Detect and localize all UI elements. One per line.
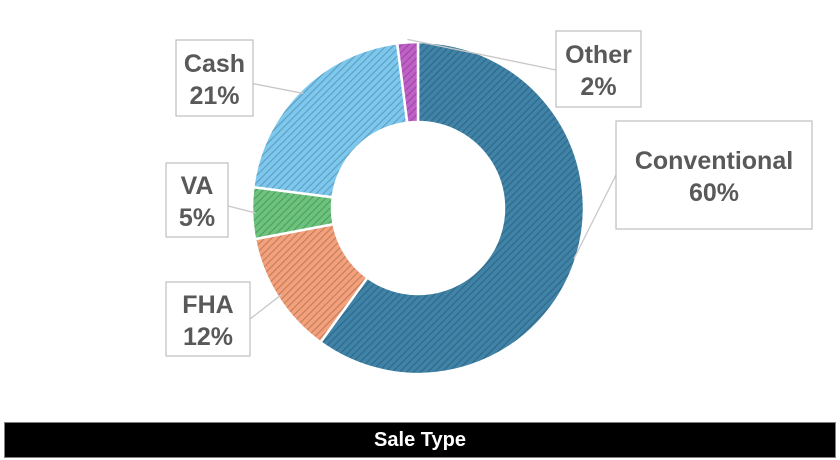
data-label-other: Other 2% [555,30,642,108]
category-label: FHA [182,291,233,319]
data-label-fha: FHA 12% [165,281,251,357]
leader-line-conventional [573,174,617,259]
value-label: 5% [179,204,215,232]
value-label: 21% [189,82,239,110]
leader-line-fha [249,294,282,320]
category-label: Conventional [635,147,793,175]
slice-cash [251,41,409,199]
value-label: 2% [580,73,616,101]
category-label: Cash [184,50,245,78]
data-label-cash: Cash 21% [175,39,254,117]
category-label: Other [565,41,632,69]
leader-lines [227,38,617,320]
chart-title-bar: Sale Type [4,422,836,458]
leader-line-va [227,205,257,214]
data-label-va: VA 5% [165,162,229,238]
slice-other [395,40,420,125]
chart-title: Sale Type [374,428,466,451]
leader-line-other [407,38,557,71]
leader-line-cash [249,82,304,95]
data-labels: Conventional 60% FHA 12% VA 5% Cash 21% Other 2% [165,30,813,357]
value-label: 60% [689,179,739,207]
slices-group [250,40,586,376]
slice-conventional [318,40,586,376]
value-label: 12% [183,323,233,351]
category-label: VA [181,172,214,200]
data-label-conventional: Conventional 60% [615,120,813,230]
